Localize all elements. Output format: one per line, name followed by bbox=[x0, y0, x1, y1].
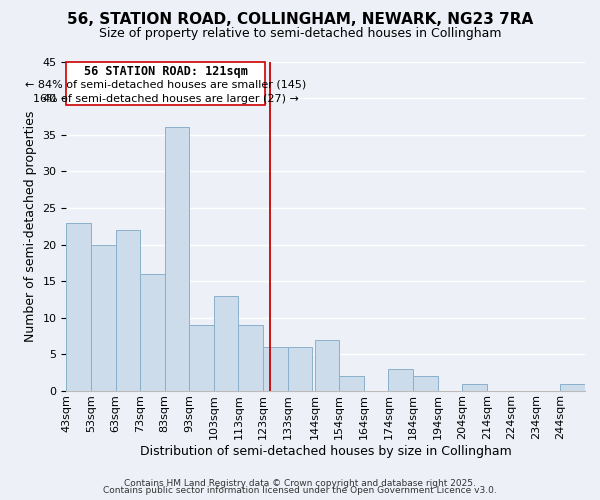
Text: 16% of semi-detached houses are larger (27) →: 16% of semi-detached houses are larger (… bbox=[33, 94, 299, 104]
Bar bbox=[413, 376, 437, 391]
Text: Contains HM Land Registry data © Crown copyright and database right 2025.: Contains HM Land Registry data © Crown c… bbox=[124, 478, 476, 488]
X-axis label: Distribution of semi-detached houses by size in Collingham: Distribution of semi-detached houses by … bbox=[140, 444, 512, 458]
Text: ← 84% of semi-detached houses are smaller (145): ← 84% of semi-detached houses are smalle… bbox=[25, 80, 307, 90]
Bar bbox=[116, 230, 140, 391]
Bar bbox=[462, 384, 487, 391]
Bar bbox=[388, 369, 413, 391]
Text: Size of property relative to semi-detached houses in Collingham: Size of property relative to semi-detach… bbox=[99, 28, 501, 40]
Bar bbox=[263, 347, 287, 391]
Y-axis label: Number of semi-detached properties: Number of semi-detached properties bbox=[24, 110, 37, 342]
Text: Contains public sector information licensed under the Open Government Licence v3: Contains public sector information licen… bbox=[103, 486, 497, 495]
Bar bbox=[164, 128, 189, 391]
Bar bbox=[140, 274, 164, 391]
Bar bbox=[214, 296, 238, 391]
Bar bbox=[287, 347, 312, 391]
Bar bbox=[189, 325, 214, 391]
Text: 56 STATION ROAD: 121sqm: 56 STATION ROAD: 121sqm bbox=[84, 65, 248, 78]
Bar bbox=[238, 325, 263, 391]
Bar bbox=[91, 244, 116, 391]
FancyBboxPatch shape bbox=[67, 62, 265, 106]
Text: 56, STATION ROAD, COLLINGHAM, NEWARK, NG23 7RA: 56, STATION ROAD, COLLINGHAM, NEWARK, NG… bbox=[67, 12, 533, 28]
Bar bbox=[339, 376, 364, 391]
Bar bbox=[67, 222, 91, 391]
Bar bbox=[560, 384, 585, 391]
Bar bbox=[314, 340, 339, 391]
